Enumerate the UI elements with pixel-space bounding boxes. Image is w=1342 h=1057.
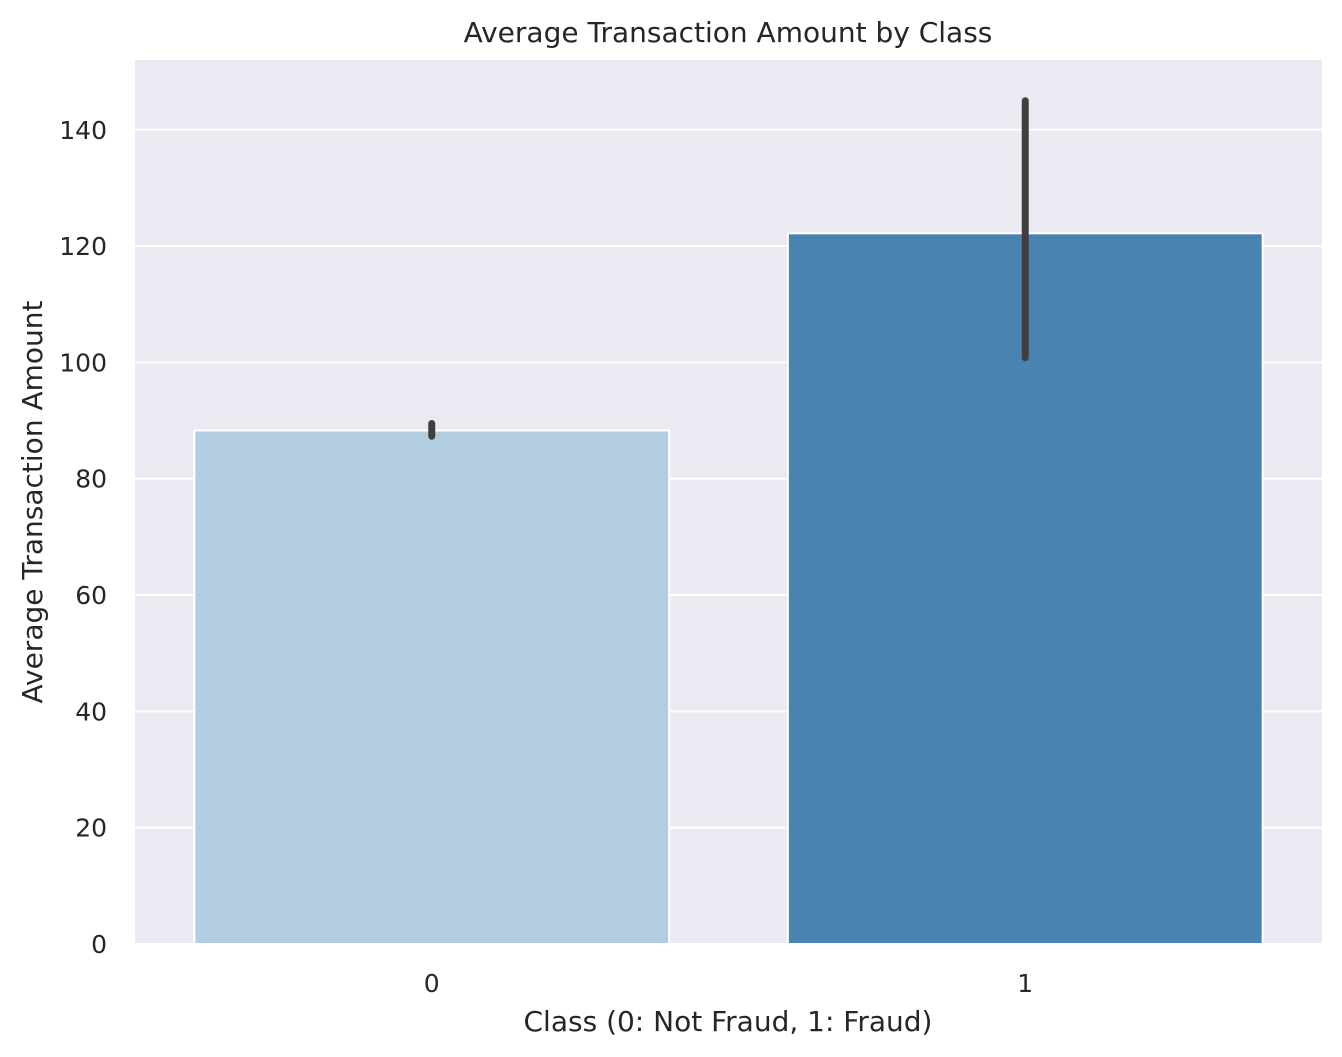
y-axis-label: Average Transaction Amount: [16, 300, 49, 703]
chart-title: Average Transaction Amount by Class: [464, 16, 993, 49]
x-tick-label: 0: [424, 969, 440, 998]
y-tick-label: 0: [91, 930, 107, 959]
y-tick-label: 140: [59, 116, 107, 145]
y-tick-label: 40: [75, 697, 107, 726]
y-tick-label: 80: [75, 465, 107, 494]
y-tick-label: 120: [59, 232, 107, 261]
y-axis-ticks: 0 20 40 60 80 100 120 140: [59, 116, 107, 959]
x-axis-label: Class (0: Not Fraud, 1: Fraud): [524, 1005, 933, 1038]
error-bars: [428, 97, 1029, 440]
y-tick-label: 60: [75, 581, 107, 610]
y-tick-label: 20: [75, 814, 107, 843]
bar-class-0: [193, 429, 671, 946]
x-tick-label: 1: [1017, 969, 1033, 998]
y-tick-label: 100: [59, 348, 107, 377]
